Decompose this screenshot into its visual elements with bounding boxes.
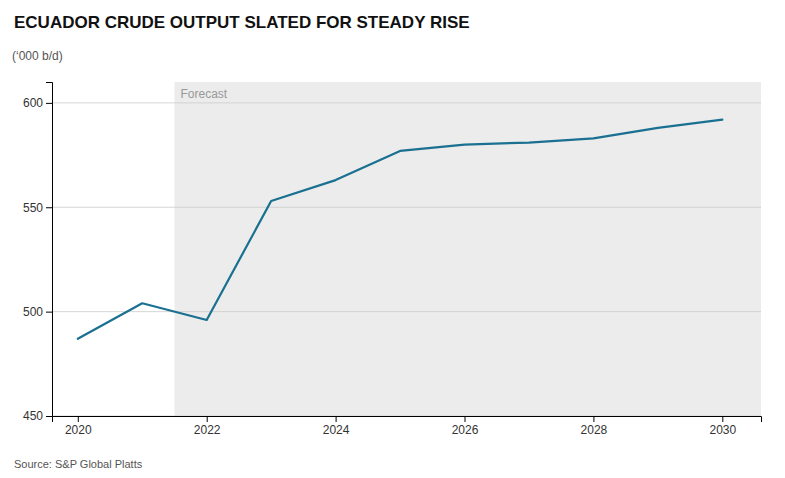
- x-tick-mark: [78, 416, 79, 422]
- y-axis: 450 500 550 600: [23, 83, 53, 424]
- y-tick-label: 600: [23, 96, 43, 110]
- y-tick-mark: [46, 312, 52, 313]
- x-tick-mark: [593, 416, 594, 422]
- x-tick: 2030: [709, 416, 736, 437]
- line: [78, 120, 723, 339]
- grid: [52, 103, 761, 416]
- y-tick: 500: [23, 305, 52, 319]
- x-axis-line: [53, 417, 762, 423]
- y-tick-mark: [46, 416, 52, 417]
- x-tick: 2026: [452, 416, 479, 437]
- grid-line: [52, 416, 761, 417]
- chart: ECUADOR CRUDE OUTPUT SLATED FOR STEADY R…: [0, 0, 785, 478]
- y-tick-label: 500: [23, 305, 43, 319]
- x-tick-mark: [722, 416, 723, 422]
- x-tick: 2022: [194, 416, 221, 437]
- y-tick-mark: [46, 103, 52, 104]
- x-tick-label: 2028: [581, 423, 608, 437]
- source: Source: S&P Global Platts: [14, 458, 143, 470]
- x-axis: 2020 2022 2024 2026 2028 2030: [53, 416, 762, 437]
- x-tick-label: 2020: [65, 423, 92, 437]
- x-tick-mark: [207, 416, 208, 422]
- x-tick: 2028: [581, 416, 608, 437]
- grid-line: [52, 102, 761, 103]
- y-axis-line: [46, 83, 53, 417]
- y-tick-mark: [46, 207, 52, 208]
- y-tick: 450: [23, 409, 52, 423]
- x-tick-label: 2026: [452, 423, 479, 437]
- title: ECUADOR CRUDE OUTPUT SLATED FOR STEADY R…: [14, 13, 470, 32]
- y-axis-label: (‘000 b/d): [12, 49, 63, 63]
- y-tick-label: 550: [23, 201, 43, 215]
- x-tick-mark: [465, 416, 466, 422]
- x-tick-mark: [336, 416, 337, 422]
- x-tick-label: 2030: [709, 423, 736, 437]
- forecast-label: Forecast: [180, 87, 227, 101]
- forecast-region: [174, 82, 761, 416]
- marks: [52, 82, 761, 416]
- plot-area: Forecast 2020 2022 2024 2026 2028 2030 450 500 55…: [23, 82, 762, 437]
- y-tick: 550: [23, 201, 52, 215]
- grid-line: [52, 207, 761, 208]
- y-tick-label: 450: [23, 409, 43, 423]
- grid-line: [52, 311, 761, 312]
- x-tick: 2024: [323, 416, 350, 437]
- x-tick-label: 2024: [323, 423, 350, 437]
- y-tick: 600: [23, 96, 52, 110]
- x-tick: 2020: [65, 416, 92, 437]
- x-tick-label: 2022: [194, 423, 221, 437]
